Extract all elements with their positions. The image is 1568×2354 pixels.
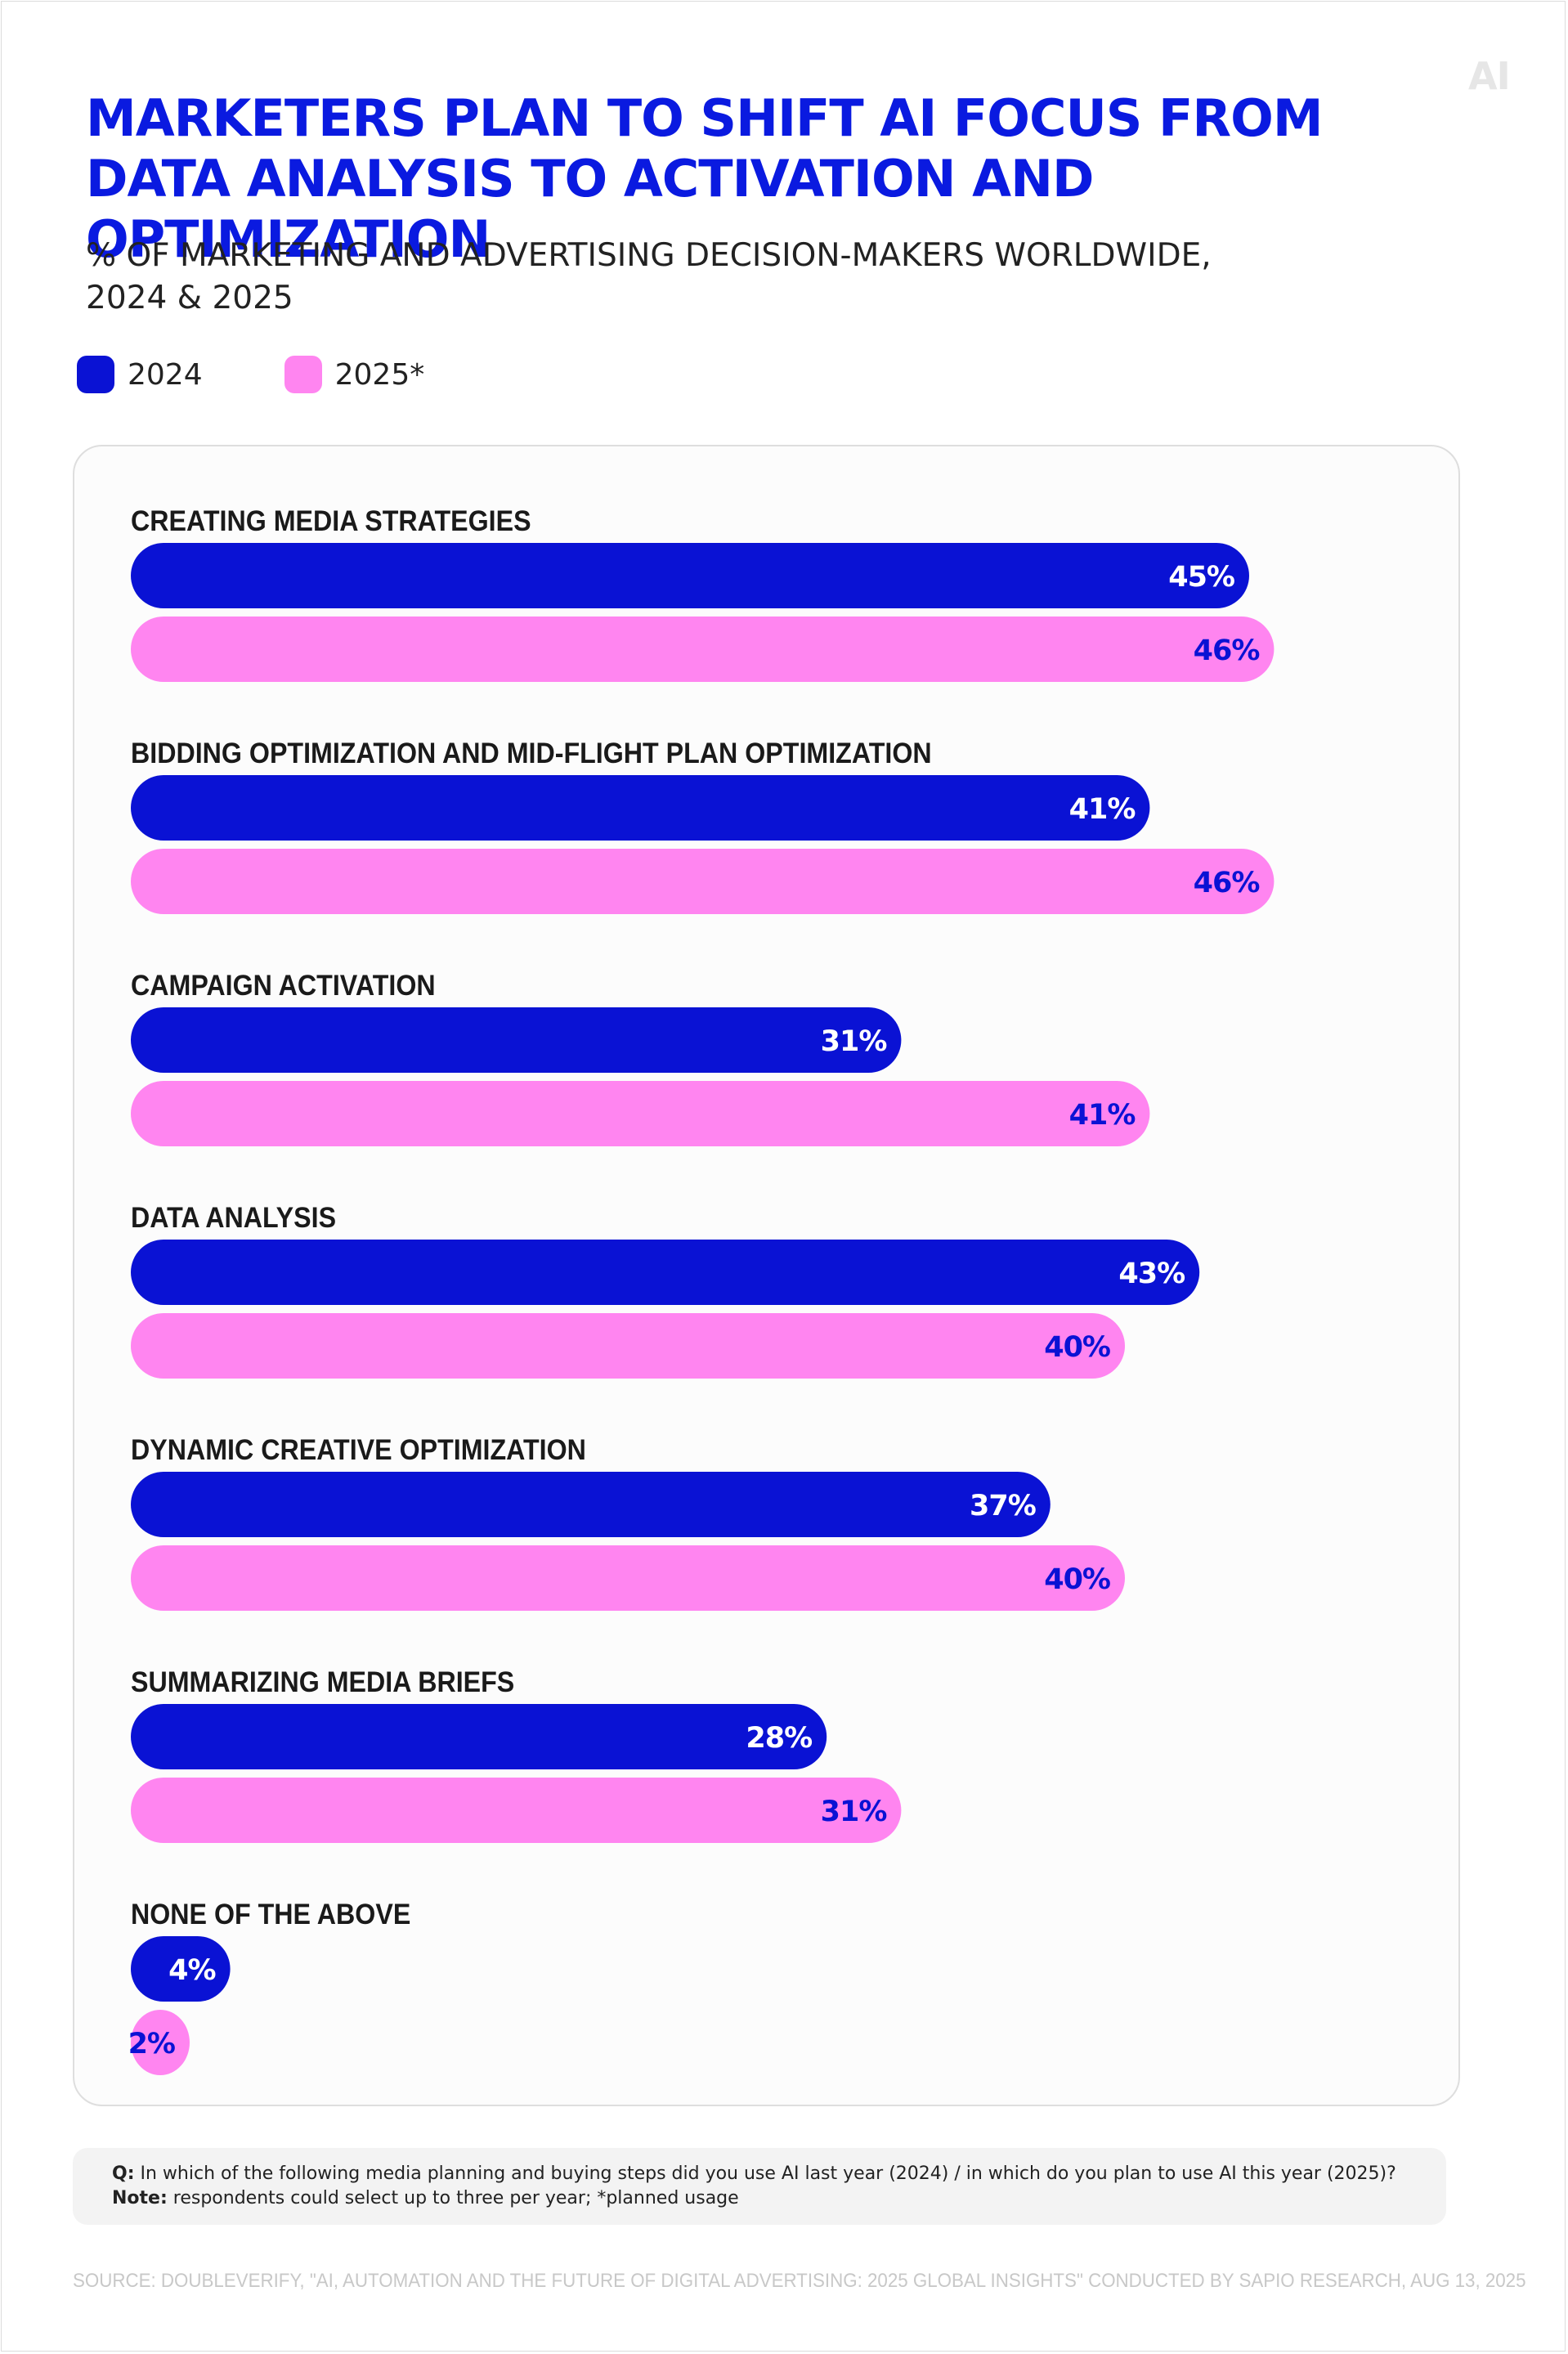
legend: 2024 2025* <box>77 355 506 394</box>
category-label: BIDDING OPTIMIZATION AND MID-FLIGHT PLAN… <box>131 738 932 769</box>
bar-2024 <box>131 1704 827 1769</box>
chart-subtitle: % OF MARKETING AND ADVERTISING DECISION-… <box>86 237 1212 316</box>
bar-2025 <box>131 617 1275 682</box>
legend-label-2025: 2025* <box>334 357 425 392</box>
bar-2025 <box>131 849 1275 914</box>
bar-2025 <box>131 1081 1150 1146</box>
note-line: Note: respondents could select up to thr… <box>112 2186 1446 2211</box>
category-label: CREATING MEDIA STRATEGIES <box>131 505 531 537</box>
value-label-2025: 40% <box>1044 1563 1110 1596</box>
value-label-2024: 41% <box>1069 793 1136 826</box>
value-label-2024: 45% <box>1168 561 1234 594</box>
value-label-2024: 4% <box>168 1954 215 1987</box>
category-label: CAMPAIGN ACTIVATION <box>131 970 436 1002</box>
value-label-2025: 2% <box>128 2028 175 2060</box>
category-label: DYNAMIC CREATIVE OPTIMIZATION <box>131 1434 586 1466</box>
bar-2025 <box>131 2010 190 2075</box>
value-label-2024: 28% <box>746 1722 812 1755</box>
value-label-2025: 41% <box>1069 1099 1136 1132</box>
value-label-2025: 46% <box>1194 867 1260 899</box>
source-line: SOURCE: DOUBLEVERIFY, "AI, AUTOMATION AN… <box>73 2270 1526 2292</box>
category-label: DATA ANALYSIS <box>131 1202 337 1234</box>
bar-2025 <box>131 1545 1125 1611</box>
question-line: Q: In which of the following media plann… <box>112 2162 1446 2186</box>
bar-2024 <box>131 1472 1051 1537</box>
value-label-2024: 31% <box>821 1025 887 1058</box>
value-label-2024: 37% <box>970 1490 1036 1522</box>
legend-swatch-2025 <box>284 356 322 393</box>
bar-2024 <box>131 543 1249 608</box>
bar-2024 <box>131 1936 231 2002</box>
bar-2024 <box>131 1007 902 1073</box>
value-label-2025: 31% <box>821 1796 887 1828</box>
category-label: SUMMARIZING MEDIA BRIEFS <box>131 1666 515 1698</box>
category-label: NONE OF THE ABOVE <box>131 1899 411 1930</box>
bar-2024 <box>131 1240 1200 1305</box>
value-label-2024: 43% <box>1118 1258 1185 1290</box>
legend-label-2024: 2024 <box>128 357 203 392</box>
bar-2025 <box>131 1313 1125 1379</box>
legend-swatch-2024 <box>77 356 114 393</box>
bar-2025 <box>131 1778 902 1843</box>
chart-title: MARKETERS PLAN TO SHIFT AI FOCUS FROM DA… <box>86 88 1324 269</box>
question-label: Q: <box>112 2163 135 2184</box>
note-label: Note: <box>112 2188 168 2208</box>
legend-item-2025: 2025* <box>284 356 425 393</box>
legend-item-2024: 2024 <box>77 356 203 393</box>
value-label-2025: 40% <box>1044 1331 1110 1364</box>
footnote-box: Q: In which of the following media plann… <box>73 2148 1446 2225</box>
note-text: respondents could select up to three per… <box>172 2188 739 2208</box>
value-label-2025: 46% <box>1194 634 1260 667</box>
brand-logo: AI <box>1468 54 1511 98</box>
question-text: In which of the following media planning… <box>140 2163 1396 2184</box>
bar-2024 <box>131 775 1150 841</box>
